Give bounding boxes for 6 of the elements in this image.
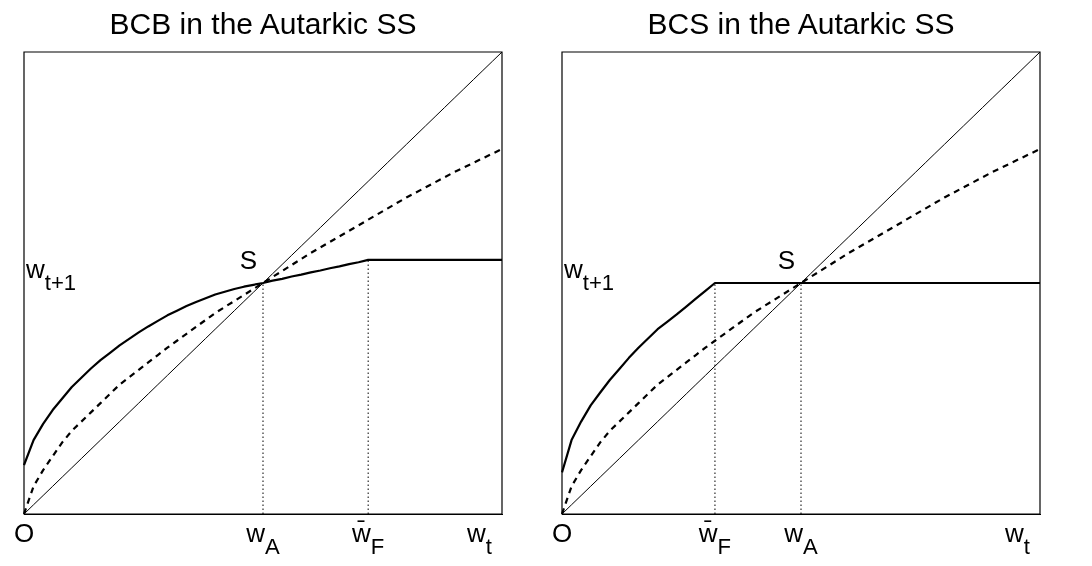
x-tick-label: O	[13, 518, 35, 548]
x-tick-label: O	[551, 518, 573, 548]
chart-title: BCB in the Autarkic SS	[109, 7, 417, 41]
annotation: S	[777, 245, 795, 275]
chart-title: BCS in the Autarkic SS	[647, 7, 955, 41]
annotation: S	[239, 245, 257, 275]
